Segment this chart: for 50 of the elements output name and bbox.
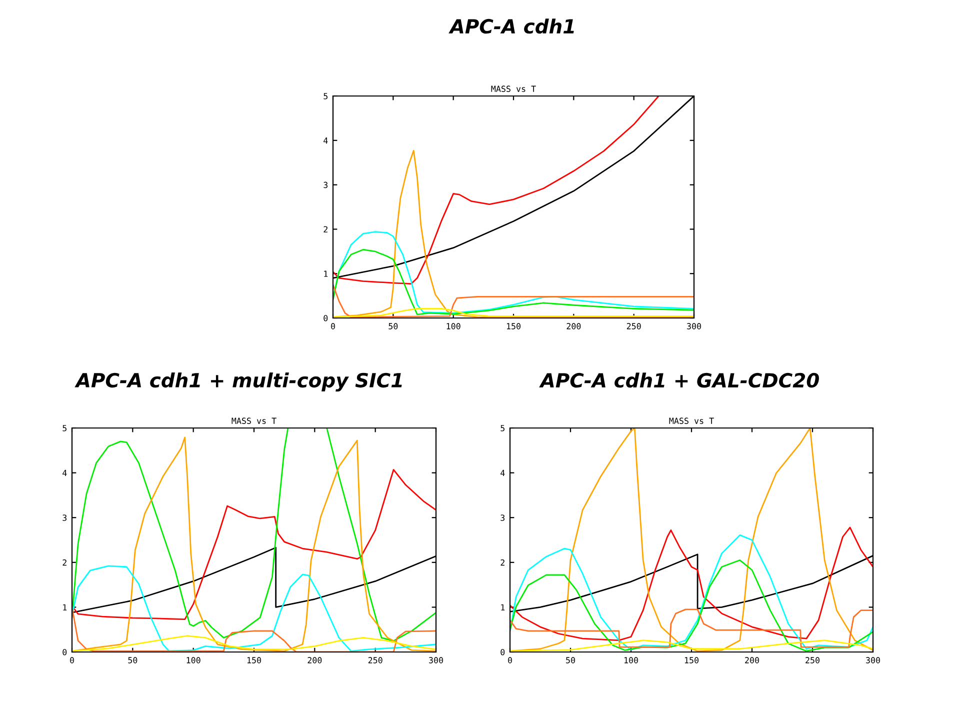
x-tick-label: 250 [368,657,382,664]
y-tick-label: 3 [62,514,67,521]
x-tick-label: 200 [745,657,759,664]
chart-title: APC-A cdh1 + GAL-CDC20 [539,372,819,388]
x-tick-label: 0 [331,323,335,330]
y-tick-label: 5 [500,425,504,432]
y-tick-label: 1 [324,270,328,277]
x-tick-label: 200 [308,657,322,664]
y-tick-label: 2 [500,559,504,566]
x-tick-label: 150 [684,657,698,664]
y-tick-label: 0 [62,649,67,656]
y-tick-label: 4 [500,470,505,476]
x-tick-label: 250 [806,657,820,664]
y-tick-label: 1 [501,604,505,610]
x-tick-label: 50 [128,657,138,664]
chart-subtitle: MASS vs T [669,418,714,424]
x-tick-label: 50 [388,323,398,330]
y-tick-label: 5 [62,425,66,432]
x-tick-label: 250 [626,323,641,330]
x-tick-label: 300 [429,657,443,664]
chart-title: APC-A cdh1 [448,18,574,34]
line-series [72,468,436,620]
chart-title: APC-A cdh1 + multi-copy SIC1 [74,372,402,392]
y-tick-label: 1 [63,604,67,610]
x-tick-label: 100 [446,323,460,330]
line-series [333,248,694,316]
x-tick-label: 300 [866,657,880,664]
x-tick-label: 150 [247,657,261,664]
y-tick-label: 2 [324,226,328,232]
x-tick-label: 0 [508,657,512,664]
line-series [510,608,873,648]
y-tick-label: 0 [500,649,505,656]
x-tick-label: 50 [566,657,575,664]
x-tick-label: 200 [566,323,581,330]
line-series [510,428,873,652]
y-tick-label: 3 [500,514,505,521]
y-tick-label: 4 [324,138,328,144]
x-tick-label: 0 [70,657,74,664]
y-tick-label: 4 [62,470,67,476]
y-tick-label: 2 [62,559,66,566]
x-tick-label: 150 [506,323,520,330]
y-tick-label: 0 [324,315,328,322]
y-tick-label: 5 [324,93,328,100]
x-tick-label: 300 [687,323,701,330]
x-tick-label: 100 [624,657,638,664]
y-tick-label: 3 [324,182,328,188]
chart-subtitle: MASS vs T [491,86,536,92]
x-tick-label: 100 [186,657,200,664]
chart-subtitle: MASS vs T [232,418,276,424]
line-series [333,231,694,314]
